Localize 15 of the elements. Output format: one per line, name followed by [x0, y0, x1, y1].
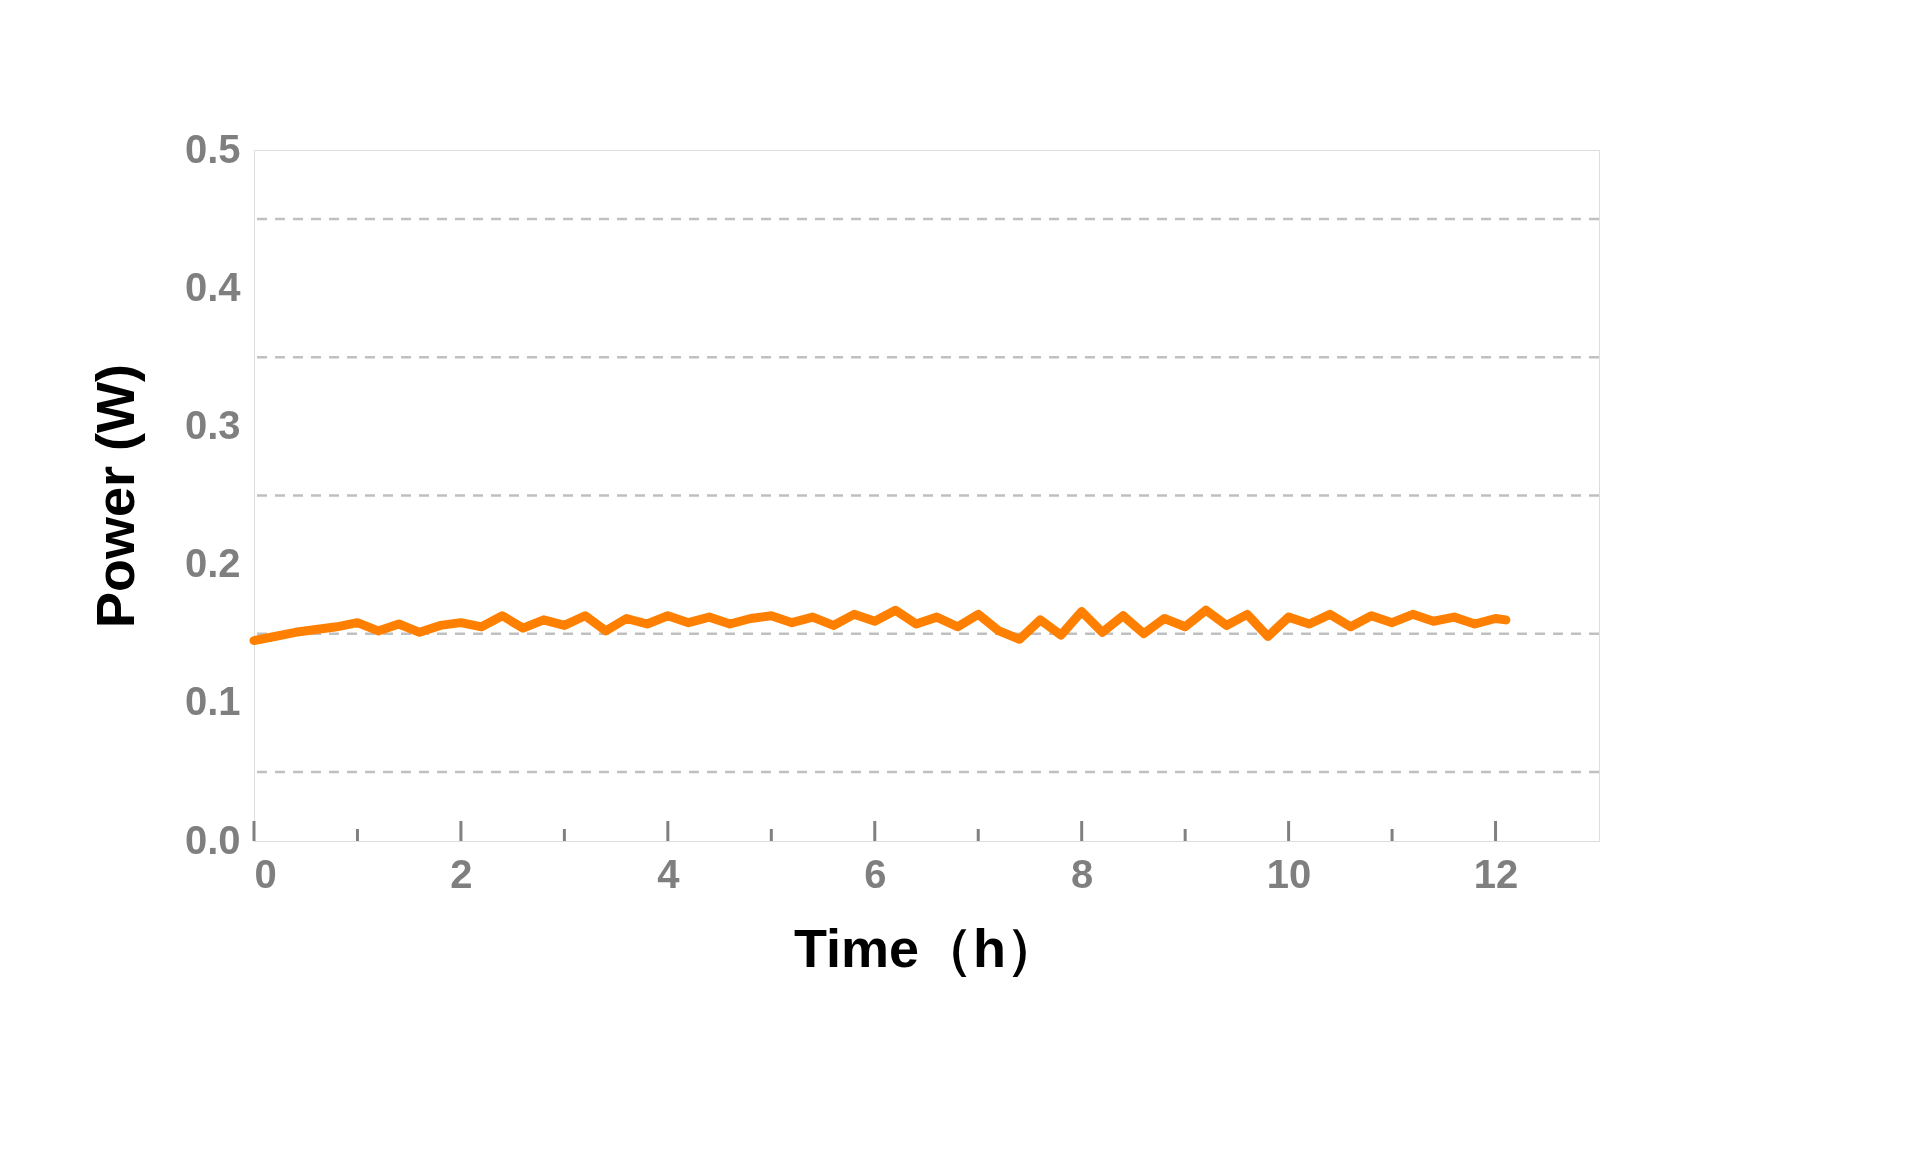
y-tick-label: 0.0 — [184, 817, 241, 862]
y-axis-title: Power (W) — [84, 364, 145, 628]
y-tick-label: 0.5 — [184, 126, 241, 171]
x-tick-label: 4 — [657, 851, 681, 896]
y-tick-label: 0.4 — [184, 264, 242, 309]
x-tick-label: 8 — [1071, 851, 1094, 896]
x-tick-label: 12 — [1473, 851, 1519, 896]
x-tick-label: 10 — [1266, 851, 1312, 896]
y-tick-label: 0.3 — [184, 402, 241, 447]
y-tick-label: 0.1 — [184, 679, 241, 724]
y-tick-label: 0.2 — [184, 541, 241, 586]
x-tick-label: 2 — [450, 851, 473, 896]
x-axis-title: Time（h） — [793, 917, 1061, 978]
x-tick-label: 6 — [864, 851, 887, 896]
x-tick-label: 0 — [254, 851, 277, 896]
